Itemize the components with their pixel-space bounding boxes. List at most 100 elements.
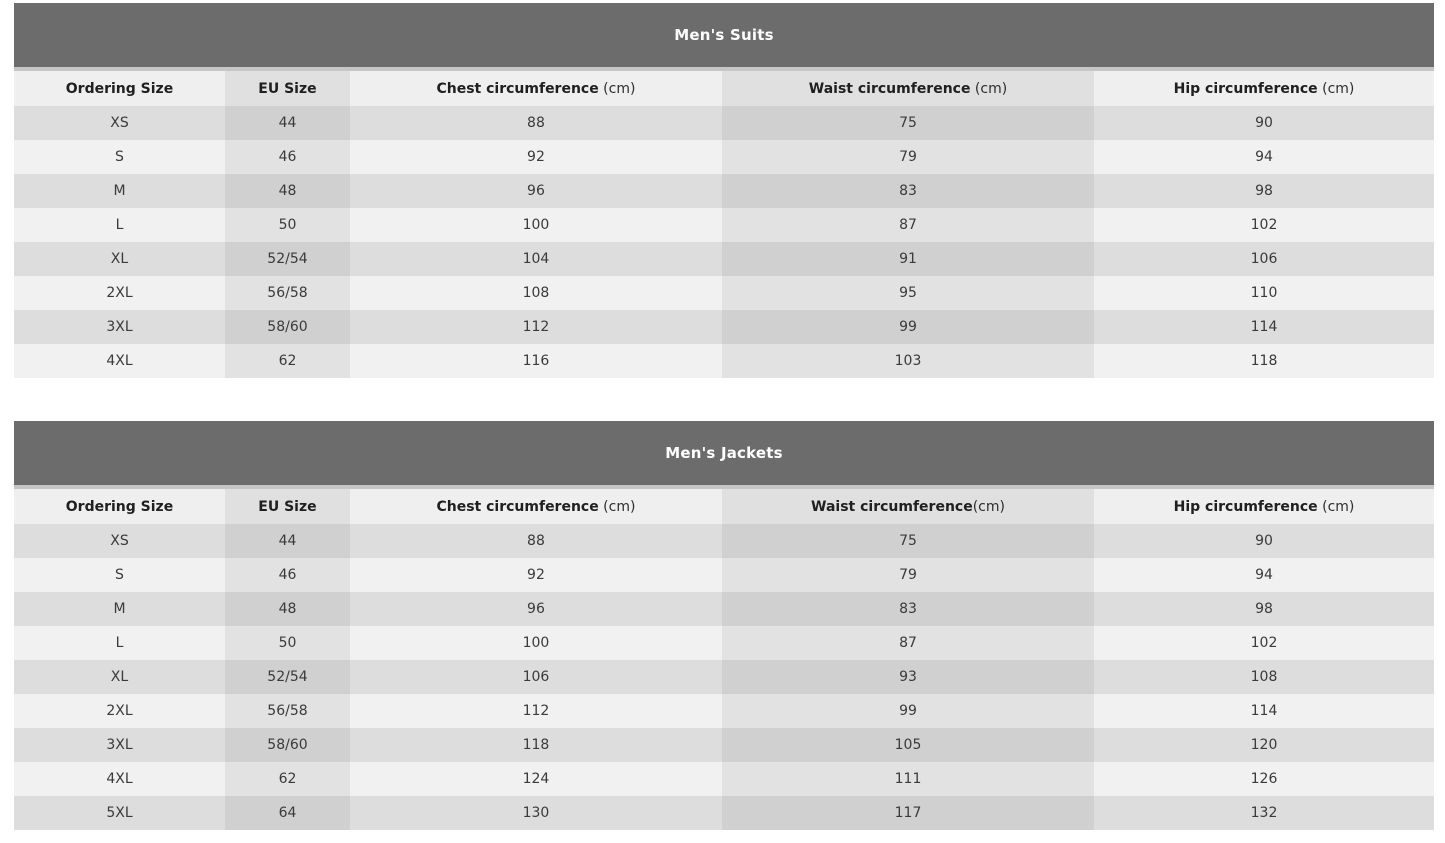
table-cell: 106 (522, 669, 550, 685)
table-cell: 58/60 (225, 310, 350, 344)
table-cell: 83 (721, 174, 1095, 208)
table-cell: 62 (225, 762, 350, 796)
table-cell: S (115, 567, 124, 583)
table-cell: 124 (522, 771, 550, 787)
table-cell: 102 (1250, 635, 1278, 651)
table-cell: 96 (527, 601, 545, 617)
table-cell: 58/60 (225, 728, 350, 762)
table-cell: 114 (1250, 319, 1278, 335)
column-header: EU Size (225, 71, 350, 106)
header-row: Ordering Size EU Size Chest circumference … (14, 71, 1434, 106)
table-cell: 102 (1250, 217, 1278, 233)
table-cell: M (113, 183, 126, 199)
table-cell: 2XL (106, 703, 133, 719)
table-cell: 98 (1255, 601, 1273, 617)
table-cell: 64 (225, 796, 350, 830)
table-cell: 3XL (106, 319, 133, 335)
table-cell: 130 (522, 805, 550, 821)
table-cell: 108 (1250, 669, 1278, 685)
column-header-label: Chest circumference (436, 80, 599, 97)
table-cell: M (113, 601, 126, 617)
table-cell: 111 (721, 762, 1095, 796)
table-cell: 4XL (106, 353, 133, 369)
table-cell: 93 (721, 660, 1095, 694)
column-header-unit: (cm) (970, 80, 1008, 97)
column-header-label: Ordering Size (65, 80, 174, 97)
table-cell: 88 (527, 115, 545, 131)
table-cell: 99 (721, 310, 1095, 344)
table-cell: 88 (527, 533, 545, 549)
table-cell: 83 (721, 592, 1095, 626)
table-cell: 132 (1250, 805, 1278, 821)
table-cell: 87 (721, 626, 1095, 660)
table-cell: 112 (522, 703, 550, 719)
table-cell: 4XL (106, 771, 133, 787)
table-cell: 98 (1255, 183, 1273, 199)
column-header: EU Size (225, 489, 350, 524)
table-cell: 118 (1250, 353, 1278, 369)
table-cell: XS (110, 115, 129, 131)
table-header: Ordering Size EU Size Chest circumference … (14, 71, 1434, 106)
table-cell: L (115, 635, 124, 651)
table-cell: 79 (721, 140, 1095, 174)
table-cell: 120 (1250, 737, 1278, 753)
table-row: S 46 92 79 94 (14, 140, 1434, 174)
table-cell: 92 (527, 567, 545, 583)
column-header: Hip circumference (cm) (1094, 489, 1434, 524)
table-cell: S (115, 149, 124, 165)
table-body: XS 44 88 75 90 S 46 92 79 94 M 48 96 83 98 L 50 100 87 102 X… (14, 524, 1434, 830)
table-row: 3XL 58/60 112 99 114 (14, 310, 1434, 344)
table-cell: L (115, 217, 124, 233)
table-cell: 96 (527, 183, 545, 199)
column-header: Hip circumference (cm) (1094, 71, 1434, 106)
table-cell: 48 (225, 592, 350, 626)
column-header-unit: (cm) (1317, 498, 1355, 515)
column-header: Chest circumference (cm) (350, 489, 722, 524)
table-row: 2XL 56/58 112 99 114 (14, 694, 1434, 728)
table-title: Men's Jackets (665, 444, 783, 462)
table-cell: 126 (1250, 771, 1278, 787)
column-header: Waist circumference (cm) (721, 71, 1095, 106)
table-cell: 91 (721, 242, 1095, 276)
column-header-unit: (cm) (598, 498, 636, 515)
table-cell: 112 (522, 319, 550, 335)
table-cell: 106 (1250, 251, 1278, 267)
table-cell: 46 (225, 558, 350, 592)
table-row: L 50 100 87 102 (14, 626, 1434, 660)
table-cell: 44 (225, 106, 350, 140)
table-cell: 99 (721, 694, 1095, 728)
table-cell: 110 (1250, 285, 1278, 301)
table-cell: 3XL (106, 737, 133, 753)
table-row: 5XL 64 130 117 132 (14, 796, 1434, 830)
table-cell: 103 (721, 344, 1095, 378)
table-cell: 48 (225, 174, 350, 208)
table-cell: 104 (522, 251, 550, 267)
column-header-label: Hip circumference (1173, 498, 1318, 515)
table-cell: 75 (721, 524, 1095, 558)
table-row: S 46 92 79 94 (14, 558, 1434, 592)
column-header-label: EU Size (258, 80, 317, 97)
table-cell: XS (110, 533, 129, 549)
table-cell: 44 (225, 524, 350, 558)
table-body: XS 44 88 75 90 S 46 92 79 94 M 48 96 83 98 L 50 100 87 102 X… (14, 106, 1434, 378)
mens-jackets-section: Men's Jackets Ordering Size EU Size Chest … (14, 421, 1434, 830)
column-header-unit: (cm) (1317, 80, 1355, 97)
table-cell: XL (110, 251, 129, 267)
column-header-label: Waist circumference (808, 80, 971, 97)
table-cell: 50 (225, 626, 350, 660)
table-cell: 75 (721, 106, 1095, 140)
mens-jackets-title-band: Men's Jackets (14, 421, 1434, 489)
table-cell: XL (110, 669, 129, 685)
table-cell: 92 (527, 149, 545, 165)
table-title: Men's Suits (674, 26, 774, 44)
table-cell: 114 (1250, 703, 1278, 719)
table-cell: 108 (522, 285, 550, 301)
table-row: XS 44 88 75 90 (14, 106, 1434, 140)
table-cell: 46 (225, 140, 350, 174)
table-row: 4XL 62 124 111 126 (14, 762, 1434, 796)
table-cell: 94 (1255, 149, 1273, 165)
table-row: M 48 96 83 98 (14, 592, 1434, 626)
table-cell: 117 (721, 796, 1095, 830)
table-cell: 62 (225, 344, 350, 378)
